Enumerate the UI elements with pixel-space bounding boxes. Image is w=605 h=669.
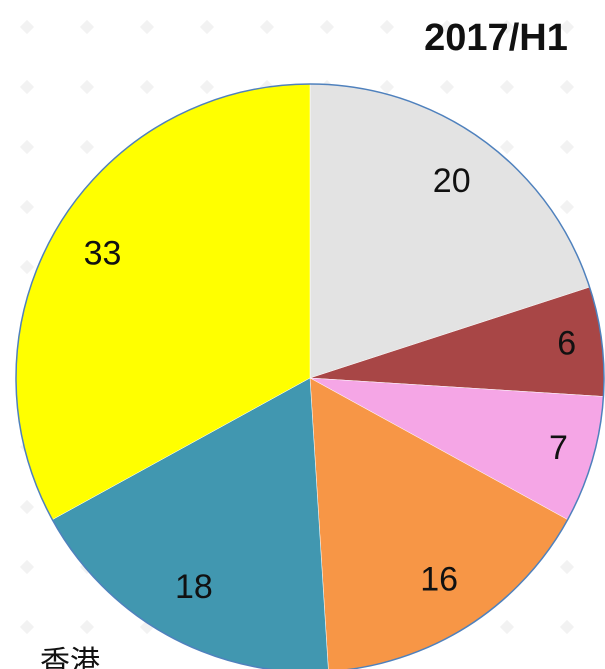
pie: 20 6 7 16 18 33	[15, 83, 605, 669]
data-label: 7	[549, 429, 568, 467]
chart-title: 2017/H1	[424, 17, 568, 59]
data-label: 33	[84, 234, 122, 272]
data-label: 20	[433, 162, 471, 200]
data-label: 18	[175, 568, 213, 606]
data-label: 6	[557, 325, 576, 363]
annotation: 香港	[40, 645, 100, 669]
pie-outline	[15, 83, 605, 669]
data-label: 16	[420, 561, 458, 599]
